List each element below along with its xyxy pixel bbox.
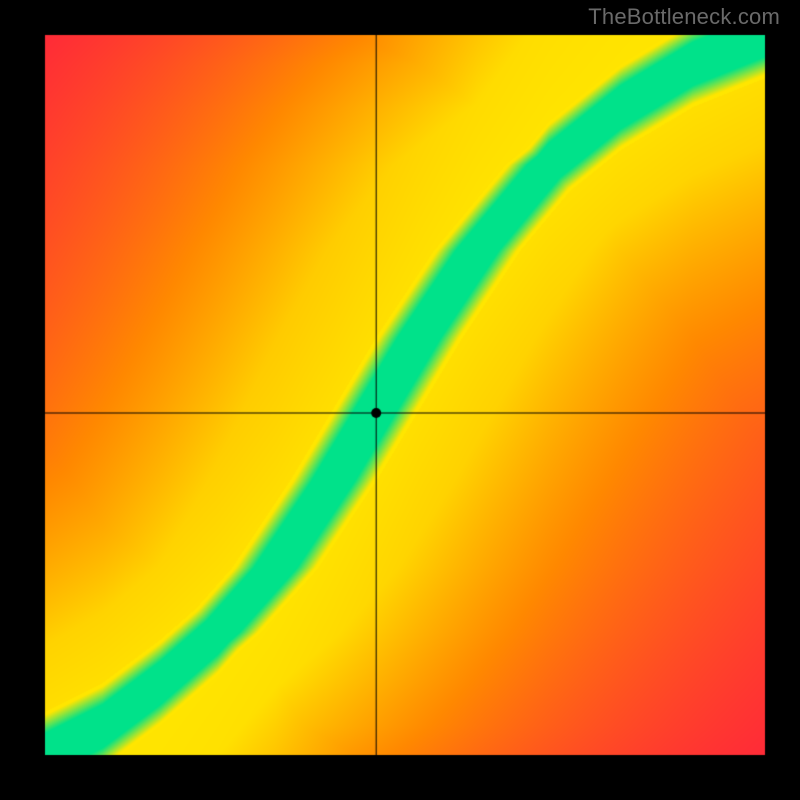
watermark-text: TheBottleneck.com	[588, 4, 780, 30]
chart-container: { "watermark_text": "TheBottleneck.com",…	[0, 0, 800, 800]
bottleneck-heatmap	[0, 0, 800, 800]
